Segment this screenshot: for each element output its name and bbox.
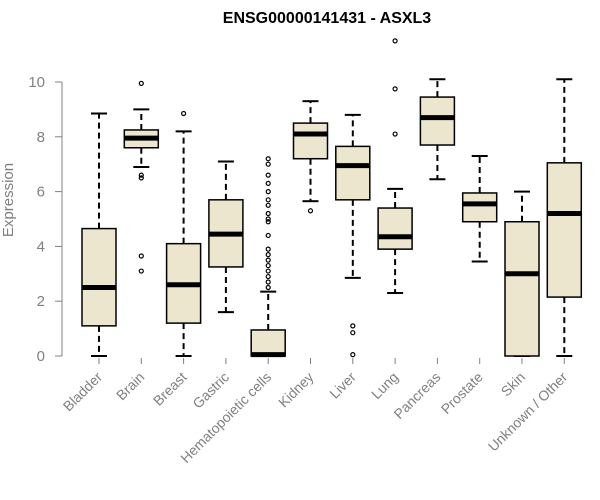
outlier-point [265, 257, 271, 263]
box-1 [123, 80, 160, 274]
outlier-point [265, 156, 271, 162]
box-iqr [292, 122, 329, 160]
y-tick-label: 10 [28, 74, 45, 91]
box-8 [419, 78, 456, 181]
box-4 [250, 156, 286, 358]
outlier-point [265, 197, 271, 203]
outlier-point [265, 252, 271, 258]
outlier-point [265, 189, 271, 195]
x-tick-label: Liver [326, 369, 359, 402]
x-tick-label: Skin [498, 369, 529, 400]
y-tick-label: 8 [37, 129, 45, 146]
box-6 [335, 113, 371, 358]
outlier-point [265, 262, 271, 269]
box-iqr [461, 192, 498, 223]
outlier-point [138, 172, 144, 178]
outlier-point [350, 323, 356, 329]
box-iqr [335, 145, 371, 201]
box-series [81, 38, 583, 358]
y-axis-ticks: 0 2 4 6 8 10 [28, 74, 62, 365]
outlier-point [265, 232, 271, 239]
outlier-point [392, 86, 398, 92]
box-9 [461, 154, 498, 263]
box-iqr [377, 207, 413, 250]
y-tick-label: 4 [37, 238, 45, 255]
outlier-point [265, 279, 271, 285]
x-tick-label: Kidney [275, 369, 317, 411]
outlier-point [265, 219, 271, 225]
chart-title: ENSG00000141431 - ASXL3 [223, 10, 432, 27]
box-7 [377, 38, 413, 294]
box-iqr [81, 227, 117, 327]
box-0 [81, 112, 117, 357]
outlier-point [138, 80, 144, 86]
outlier-point [265, 210, 271, 217]
y-tick-label: 0 [37, 348, 45, 365]
box-11 [546, 78, 583, 357]
outlier-point [265, 172, 271, 178]
y-tick-label: 6 [37, 184, 45, 201]
outlier-point [265, 246, 271, 252]
outlier-point [350, 330, 356, 336]
y-tick-label: 2 [37, 293, 45, 310]
box-3 [208, 160, 244, 314]
outlier-point [350, 352, 356, 358]
box-iqr [504, 220, 540, 357]
box-iqr [546, 162, 583, 298]
x-tick-label: Breast [150, 369, 190, 409]
outlier-point [392, 131, 398, 137]
x-tick-label: Pancreas [390, 369, 443, 422]
x-tick-label: Lung [368, 369, 401, 402]
box-2 [165, 110, 202, 357]
box-iqr [250, 329, 286, 357]
outlier-point [307, 208, 314, 214]
outlier-point [138, 268, 144, 274]
x-tick-label: Brain [113, 369, 147, 403]
outlier-point [265, 180, 271, 186]
outlier-point [265, 216, 271, 222]
box-iqr [419, 96, 456, 146]
outlier-point [265, 161, 271, 167]
outlier-point [138, 175, 144, 181]
outlier-point [392, 38, 398, 44]
outlier-point [138, 253, 144, 259]
y-axis-label: Expression [0, 163, 17, 237]
outlier-point [265, 202, 271, 208]
box-10 [504, 190, 540, 357]
box-5 [292, 100, 329, 214]
x-tick-label: Unknown / Other [485, 369, 571, 455]
outlier-point [265, 284, 271, 291]
outlier-point [265, 273, 271, 280]
x-tick-label: Bladder [60, 369, 106, 415]
outlier-point [181, 110, 187, 117]
outlier-point [265, 268, 271, 274]
x-tick-label: Prostate [438, 369, 486, 417]
